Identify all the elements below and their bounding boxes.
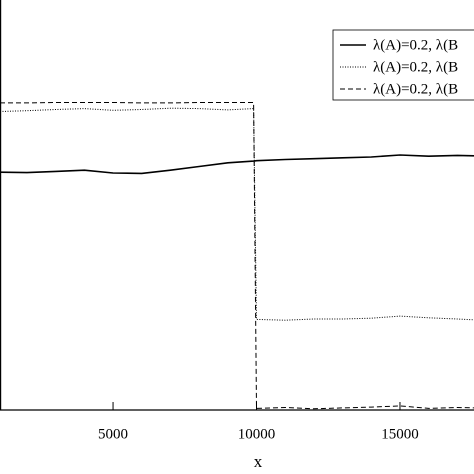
x-tick-label: 15000 (381, 426, 419, 442)
legend-label: λ(A)=0.2, λ(B (373, 37, 458, 53)
series-line (0, 102, 474, 410)
legend-box (332, 29, 474, 101)
x-tick-label: 10000 (238, 426, 276, 442)
x-axis-label: x (254, 452, 263, 471)
series-line (0, 107, 474, 321)
legend-label: λ(A)=0.2, λ(B (373, 59, 458, 75)
series-line (0, 154, 474, 175)
legend-label: λ(A)=0.2, λ(B (373, 81, 458, 97)
x-tick-label: 5000 (98, 426, 128, 442)
